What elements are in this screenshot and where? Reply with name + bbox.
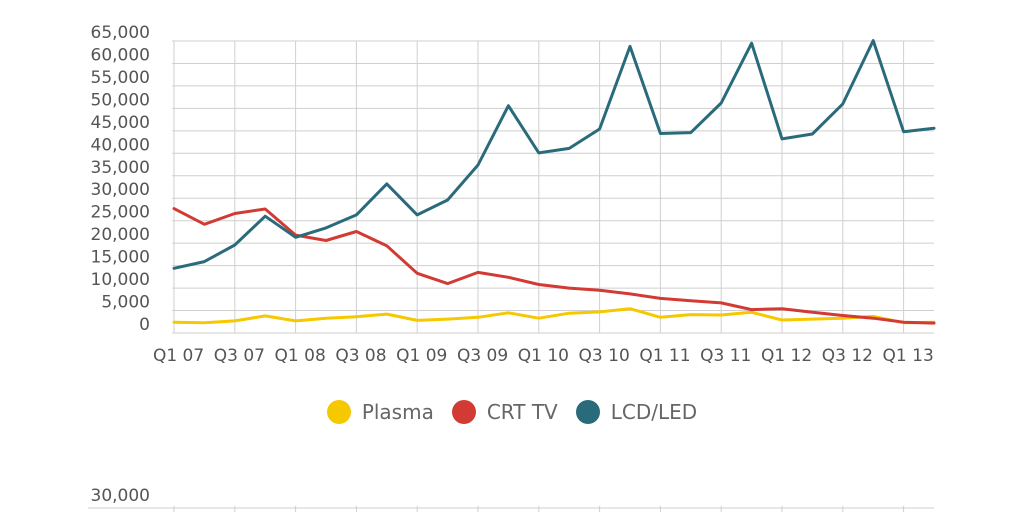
x-tick-label: Q1 08 [275, 346, 326, 366]
legend-label-crt-tv: CRT TV [486, 400, 558, 424]
x-tick-label: Q1 09 [396, 346, 447, 366]
x-tick-label: Q3 07 [214, 346, 265, 366]
y-tick-label: 60,000 [91, 45, 150, 65]
x-tick-label: Q3 08 [335, 346, 386, 366]
y-tick-label: 20,000 [91, 225, 150, 245]
series-line-plasma [172, 307, 936, 325]
y-tick-label: 45,000 [91, 113, 150, 133]
legend-item-lcd-led[interactable]: LCD/LED [575, 400, 698, 424]
y-tick-label: 65,000 [91, 23, 150, 43]
y-tick-label: 40,000 [91, 135, 150, 155]
x-tick-label: Q3 10 [579, 346, 630, 366]
vertical-gridlines [173, 41, 905, 333]
y-tick-label: 10,000 [91, 270, 150, 290]
x-tick-label: Q3 09 [457, 346, 508, 366]
series-lines [172, 39, 936, 325]
x-tick-label: Q1 07 [153, 346, 204, 366]
y-tick-label: 30,000 [91, 180, 150, 200]
x-tick-label: Q1 10 [518, 346, 569, 366]
legend-dot-plasma [326, 400, 351, 424]
y-tick-label: 55,000 [91, 68, 150, 88]
x-tick-label: Q1 11 [639, 346, 690, 366]
second-chart-partial: 30,000 [88, 486, 934, 512]
y-tick-label: 35,000 [91, 158, 150, 178]
x-tick-label: Q3 12 [822, 346, 873, 366]
x-axis-labels: Q1 07 Q3 07 Q1 08 Q3 08 Q1 09 Q3 09 Q1 10 Q3 10… [153, 346, 934, 366]
x-tick-label: Q1 12 [761, 346, 812, 366]
y-tick-label: 0 [139, 315, 150, 335]
legend: Plasma CRT TV LCD/LED [0, 394, 1024, 430]
y-tick-label: 5,000 [101, 293, 150, 313]
legend-dot-crt-tv [451, 400, 476, 424]
horizontal-gridlines [172, 40, 934, 334]
y-tick-label: 50,000 [91, 90, 150, 110]
legend-dot-lcd-led [575, 400, 600, 424]
legend-label-plasma: Plasma [361, 400, 434, 424]
y-tick-label: 25,000 [91, 203, 150, 223]
x-tick-label: Q3 11 [700, 346, 751, 366]
legend-label-lcd-led: LCD/LED [610, 400, 698, 424]
x-tick-label: Q1 13 [883, 346, 934, 366]
legend-item-plasma[interactable]: Plasma [326, 400, 434, 424]
legend-item-crt-tv[interactable]: CRT TV [451, 400, 558, 424]
series-line-lcd-led [172, 39, 936, 270]
second-chart-y-tick-label: 30,000 [91, 486, 150, 506]
y-tick-label: 15,000 [91, 248, 150, 268]
